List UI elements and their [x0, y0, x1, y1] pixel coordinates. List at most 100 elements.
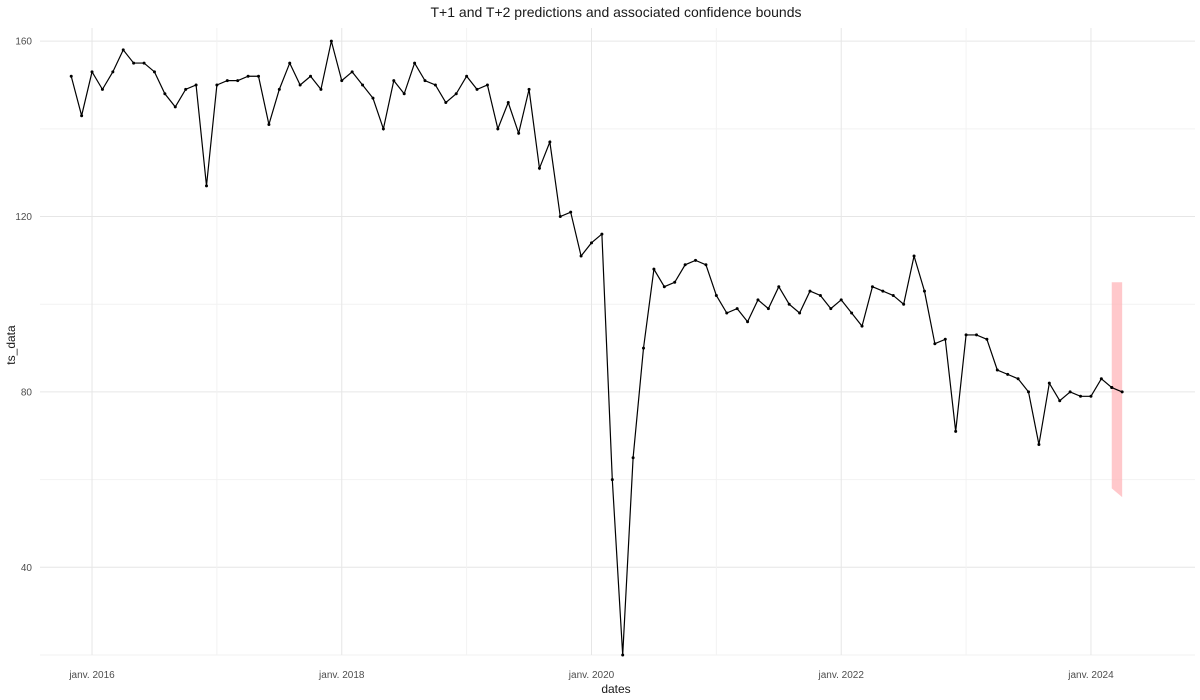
data-point: [475, 87, 479, 91]
data-point: [288, 61, 292, 65]
data-point: [933, 342, 937, 346]
data-point: [1068, 390, 1072, 394]
data-point: [818, 293, 822, 297]
data-point: [808, 289, 812, 293]
grid-layer: [40, 28, 1195, 656]
data-point: [371, 96, 375, 100]
data-point: [527, 87, 531, 91]
chart-title: T+1 and T+2 predictions and associated c…: [431, 4, 802, 20]
tick-label-layer: 40 80 120 160 janv. 2016 janv. 2018 janv. 2020…: [15, 37, 1114, 681]
data-point: [194, 83, 198, 87]
data-point: [215, 83, 219, 87]
data-point: [995, 368, 999, 372]
data-point: [100, 87, 104, 91]
data-point: [340, 79, 344, 83]
data-point: [173, 105, 177, 109]
data-point: [704, 263, 708, 267]
data-point: [579, 254, 583, 258]
data-point: [204, 184, 208, 188]
data-point: [506, 101, 510, 105]
prediction-line: [1111, 386, 1123, 393]
data-point: [381, 127, 385, 131]
data-point: [184, 87, 188, 91]
data-point: [142, 61, 146, 65]
y-tick-label: 120: [15, 212, 32, 223]
series-point-layer: [69, 39, 1124, 657]
data-point: [309, 74, 313, 78]
x-tick-label: janv. 2016: [68, 670, 115, 681]
data-point: [361, 83, 365, 87]
data-point: [943, 337, 947, 341]
data-point: [860, 324, 864, 328]
data-point: [891, 293, 895, 297]
data-point: [454, 92, 458, 96]
data-point: [662, 285, 666, 289]
data-point: [236, 79, 240, 83]
data-point: [985, 337, 989, 341]
data-point: [589, 241, 593, 245]
data-point: [673, 280, 677, 284]
data-point: [132, 61, 136, 65]
x-tick-label: janv. 2020: [568, 670, 615, 681]
data-point: [746, 320, 750, 324]
data-point: [496, 127, 500, 131]
data-point: [870, 285, 874, 289]
data-point: [423, 79, 427, 83]
data-point: [246, 74, 250, 78]
x-tick-label: janv. 2018: [318, 670, 365, 681]
data-point: [1037, 443, 1041, 447]
data-point: [922, 289, 926, 293]
data-point: [152, 70, 156, 74]
data-point: [829, 307, 833, 311]
data-point: [1099, 377, 1103, 381]
data-point: [881, 289, 885, 293]
data-point: [652, 267, 656, 271]
data-point: [1016, 377, 1020, 381]
data-point: [642, 346, 646, 350]
data-point: [319, 87, 323, 91]
data-point: [69, 74, 73, 78]
data-point: [787, 302, 791, 306]
data-point: [537, 166, 541, 170]
data-point: [850, 311, 854, 315]
data-point: [257, 74, 261, 78]
data-point: [485, 83, 489, 87]
data-point: [1058, 399, 1062, 403]
data-point: [964, 333, 968, 337]
data-point: [465, 74, 469, 78]
x-tick-label: janv. 2024: [1067, 670, 1114, 681]
data-point: [798, 311, 802, 315]
data-point: [350, 70, 354, 74]
data-point: [1047, 381, 1051, 385]
data-point: [329, 39, 333, 43]
data-point: [839, 298, 843, 302]
data-point: [954, 429, 958, 433]
data-point: [912, 254, 916, 258]
data-point: [111, 70, 115, 74]
data-point: [621, 653, 625, 657]
data-point: [392, 79, 396, 83]
data-point: [298, 83, 302, 87]
data-point: [121, 48, 125, 52]
y-axis-title: ts_data: [4, 325, 18, 365]
prediction-point: [1120, 390, 1124, 394]
x-axis-title: dates: [601, 682, 630, 696]
data-point: [558, 215, 562, 219]
data-point: [267, 122, 271, 126]
data-point: [1089, 394, 1093, 398]
x-tick-label: janv. 2022: [818, 670, 865, 681]
data-point: [766, 307, 770, 311]
data-point: [517, 131, 521, 135]
data-point: [1006, 372, 1010, 376]
data-point: [433, 83, 437, 87]
data-point: [402, 92, 406, 96]
y-tick-label: 80: [21, 387, 33, 398]
data-point: [631, 456, 635, 460]
data-point: [90, 70, 94, 74]
data-point: [413, 61, 417, 65]
data-point: [902, 302, 906, 306]
prediction-point: [1110, 386, 1114, 390]
data-point: [756, 298, 760, 302]
